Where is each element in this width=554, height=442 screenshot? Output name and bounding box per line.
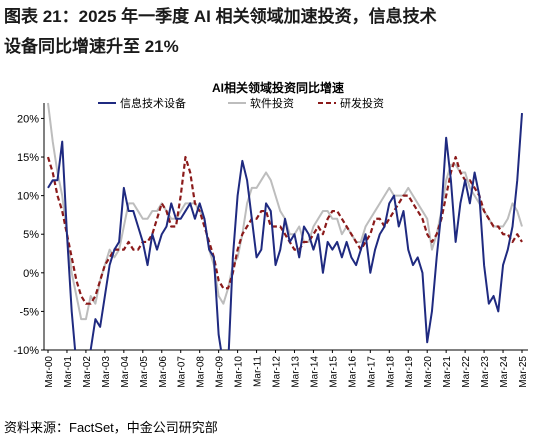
x-tick-label: Mar-13 [290, 356, 301, 388]
y-tick-label: 15% [17, 152, 39, 164]
x-tick-label: Mar-09 [215, 356, 226, 388]
x-tick-label: Mar-02 [82, 356, 93, 388]
x-tick-label: Mar-25 [518, 356, 529, 388]
x-tick-label: Mar-03 [101, 356, 112, 388]
x-tick-label: Mar-06 [158, 356, 169, 388]
x-tick-label: Mar-22 [461, 356, 472, 388]
chart-title: AI相关领域投资同比增速 [212, 80, 344, 95]
series-line [47, 102, 523, 321]
legend-label: 研发投资 [340, 96, 384, 110]
series-line [46, 155, 523, 305]
x-tick-label: Mar-10 [234, 356, 245, 388]
y-tick-label: 0% [23, 268, 39, 280]
x-tick-label: Mar-08 [196, 356, 207, 388]
x-tick-label: Mar-21 [442, 356, 453, 388]
x-tick-label: Mar-00 [44, 356, 55, 388]
x-tick-label: Mar-04 [120, 356, 131, 388]
x-tick-label: Mar-15 [328, 356, 339, 388]
x-tick-label: Mar-16 [347, 356, 358, 388]
x-tick-label: Mar-23 [480, 356, 491, 388]
legend-label: 信息技术设备 [120, 96, 186, 110]
heading-line: 图表 21：2025 年一季度 AI 相关领域加速投资，信息技术 [4, 6, 437, 26]
plot-area [46, 102, 523, 350]
x-tick-label: Mar-17 [366, 356, 377, 388]
y-tick-label: -5% [19, 306, 39, 318]
y-tick-label: 10% [17, 191, 39, 203]
source-note: 资料来源：FactSet，中金公司研究部 [4, 420, 218, 435]
series-line [47, 112, 523, 350]
x-tick-label: Mar-19 [404, 356, 415, 388]
x-tick-label: Mar-12 [272, 356, 283, 388]
heading-line: 设备同比增速升至 21% [4, 36, 179, 56]
x-tick-label: Mar-18 [385, 356, 396, 388]
x-tick-label: Mar-01 [63, 356, 74, 388]
x-tick-label: Mar-20 [423, 356, 434, 388]
x-tick-label: Mar-14 [309, 356, 320, 388]
y-tick-label: -10% [13, 345, 39, 357]
y-tick-label: 20% [17, 113, 39, 125]
x-tick-label: Mar-11 [253, 356, 264, 387]
x-tick-label: Mar-07 [177, 356, 188, 388]
x-tick-label: Mar-05 [139, 356, 150, 388]
legend-label: 软件投资 [250, 96, 294, 110]
x-tick-label: Mar-24 [499, 356, 510, 388]
y-tick-label: 5% [23, 229, 39, 241]
